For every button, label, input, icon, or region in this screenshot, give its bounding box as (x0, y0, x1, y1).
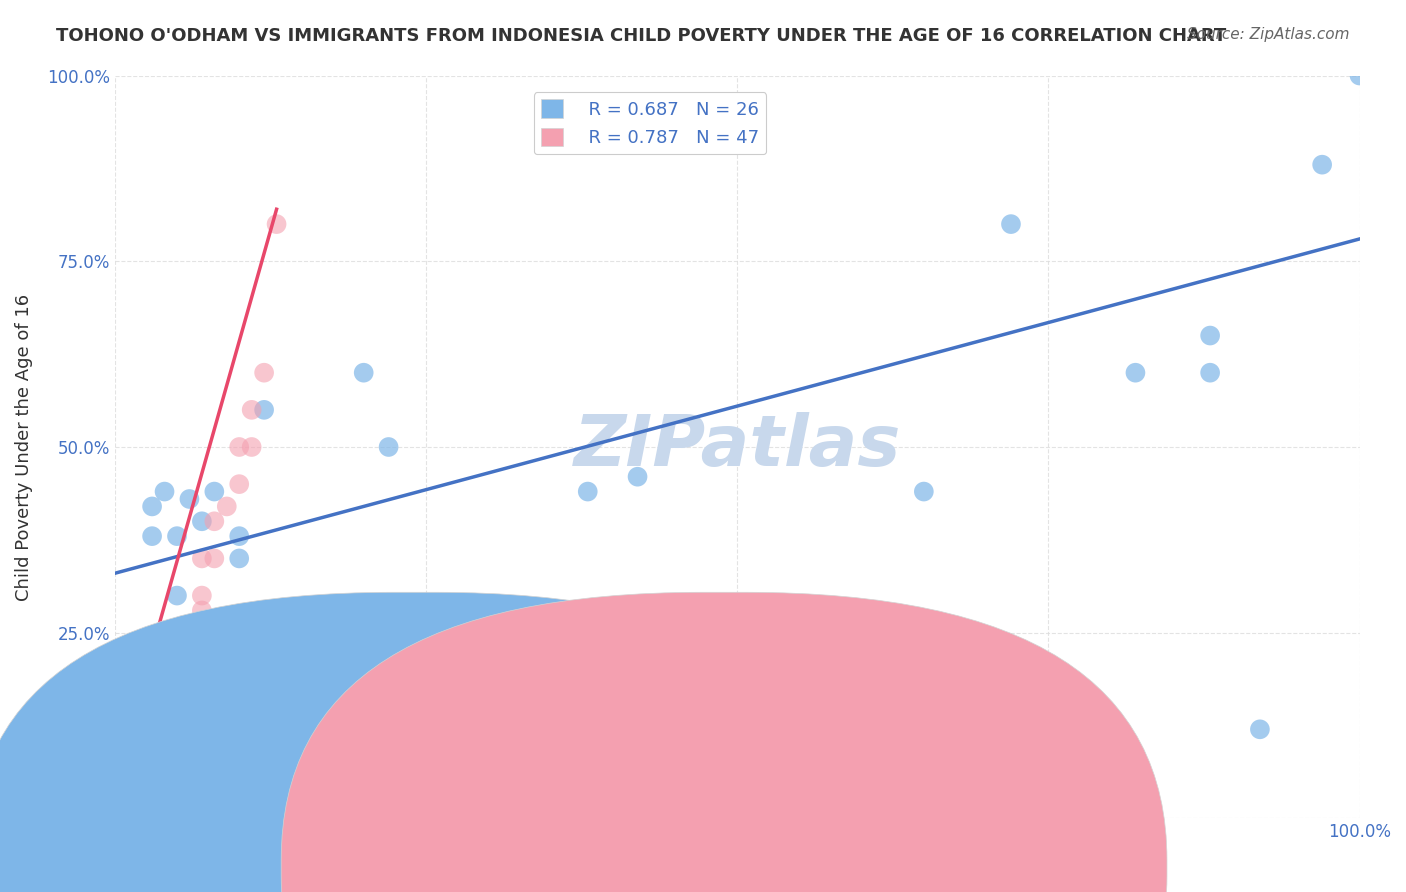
Point (128, 759, 150, 773)
Point (128, 797, 150, 811)
Point (576, 484, 599, 499)
Point (104, 812, 127, 826)
Text: Immigrants from Indonesia: Immigrants from Indonesia (689, 856, 914, 874)
Point (104, 804, 127, 818)
Point (228, 551, 250, 566)
Point (104, 797, 127, 811)
Point (104, 812, 127, 826)
Point (1125, 366, 1147, 380)
Point (1199, 366, 1222, 380)
Y-axis label: Child Poverty Under the Age of 16: Child Poverty Under the Age of 16 (15, 293, 32, 600)
Point (191, 589, 214, 603)
Point (153, 685, 176, 699)
Point (153, 707, 176, 722)
Point (253, 366, 276, 380)
Point (215, 500, 238, 514)
Point (115, 797, 138, 811)
Point (104, 812, 127, 826)
Point (141, 752, 163, 766)
Point (191, 603, 214, 617)
Point (266, 217, 288, 231)
Text: TOHONO O'ODHAM VS IMMIGRANTS FROM INDONESIA CHILD POVERTY UNDER THE AGE OF 16 CO: TOHONO O'ODHAM VS IMMIGRANTS FROM INDONE… (56, 27, 1226, 45)
Point (115, 789, 138, 804)
Point (228, 529, 250, 543)
Point (115, 804, 138, 818)
Point (115, 781, 138, 796)
Point (202, 551, 225, 566)
Point (128, 737, 150, 751)
Point (1249, 723, 1271, 737)
Point (179, 648, 201, 662)
Text: ZIPatlas: ZIPatlas (574, 412, 901, 482)
Point (104, 797, 127, 811)
Point (1310, 158, 1333, 172)
Point (141, 723, 163, 737)
Point (626, 469, 648, 483)
Point (191, 514, 214, 528)
Point (328, 648, 350, 662)
Point (377, 440, 399, 454)
Point (115, 781, 138, 796)
Text: Source: ZipAtlas.com: Source: ZipAtlas.com (1187, 27, 1350, 42)
Text: Tohono O'odham: Tohono O'odham (423, 856, 561, 874)
Point (153, 737, 176, 751)
Point (104, 789, 127, 804)
Point (1199, 328, 1222, 343)
Point (115, 789, 138, 804)
Point (240, 440, 263, 454)
Point (179, 625, 201, 640)
Point (104, 789, 127, 804)
Point (1000, 217, 1022, 231)
Legend:   R = 0.687   N = 26,   R = 0.787   N = 47: R = 0.687 N = 26, R = 0.787 N = 47 (534, 92, 766, 154)
Point (228, 440, 250, 454)
Point (141, 500, 163, 514)
Point (166, 589, 188, 603)
Point (104, 812, 127, 826)
Point (179, 491, 201, 506)
Point (104, 812, 127, 826)
Point (128, 752, 150, 766)
Point (353, 366, 375, 380)
Point (166, 663, 188, 677)
Point (202, 514, 225, 528)
Point (153, 752, 176, 766)
Point (153, 484, 176, 499)
Point (228, 477, 250, 491)
Point (240, 402, 263, 417)
Point (1348, 69, 1371, 83)
Point (128, 774, 150, 789)
Point (115, 797, 138, 811)
Point (128, 767, 150, 781)
Point (166, 529, 188, 543)
Point (166, 678, 188, 692)
Point (141, 529, 163, 543)
Point (912, 484, 935, 499)
Point (104, 804, 127, 818)
Point (253, 402, 276, 417)
Point (104, 804, 127, 818)
Point (202, 484, 225, 499)
Point (104, 812, 127, 826)
Point (191, 551, 214, 566)
Point (104, 812, 127, 826)
